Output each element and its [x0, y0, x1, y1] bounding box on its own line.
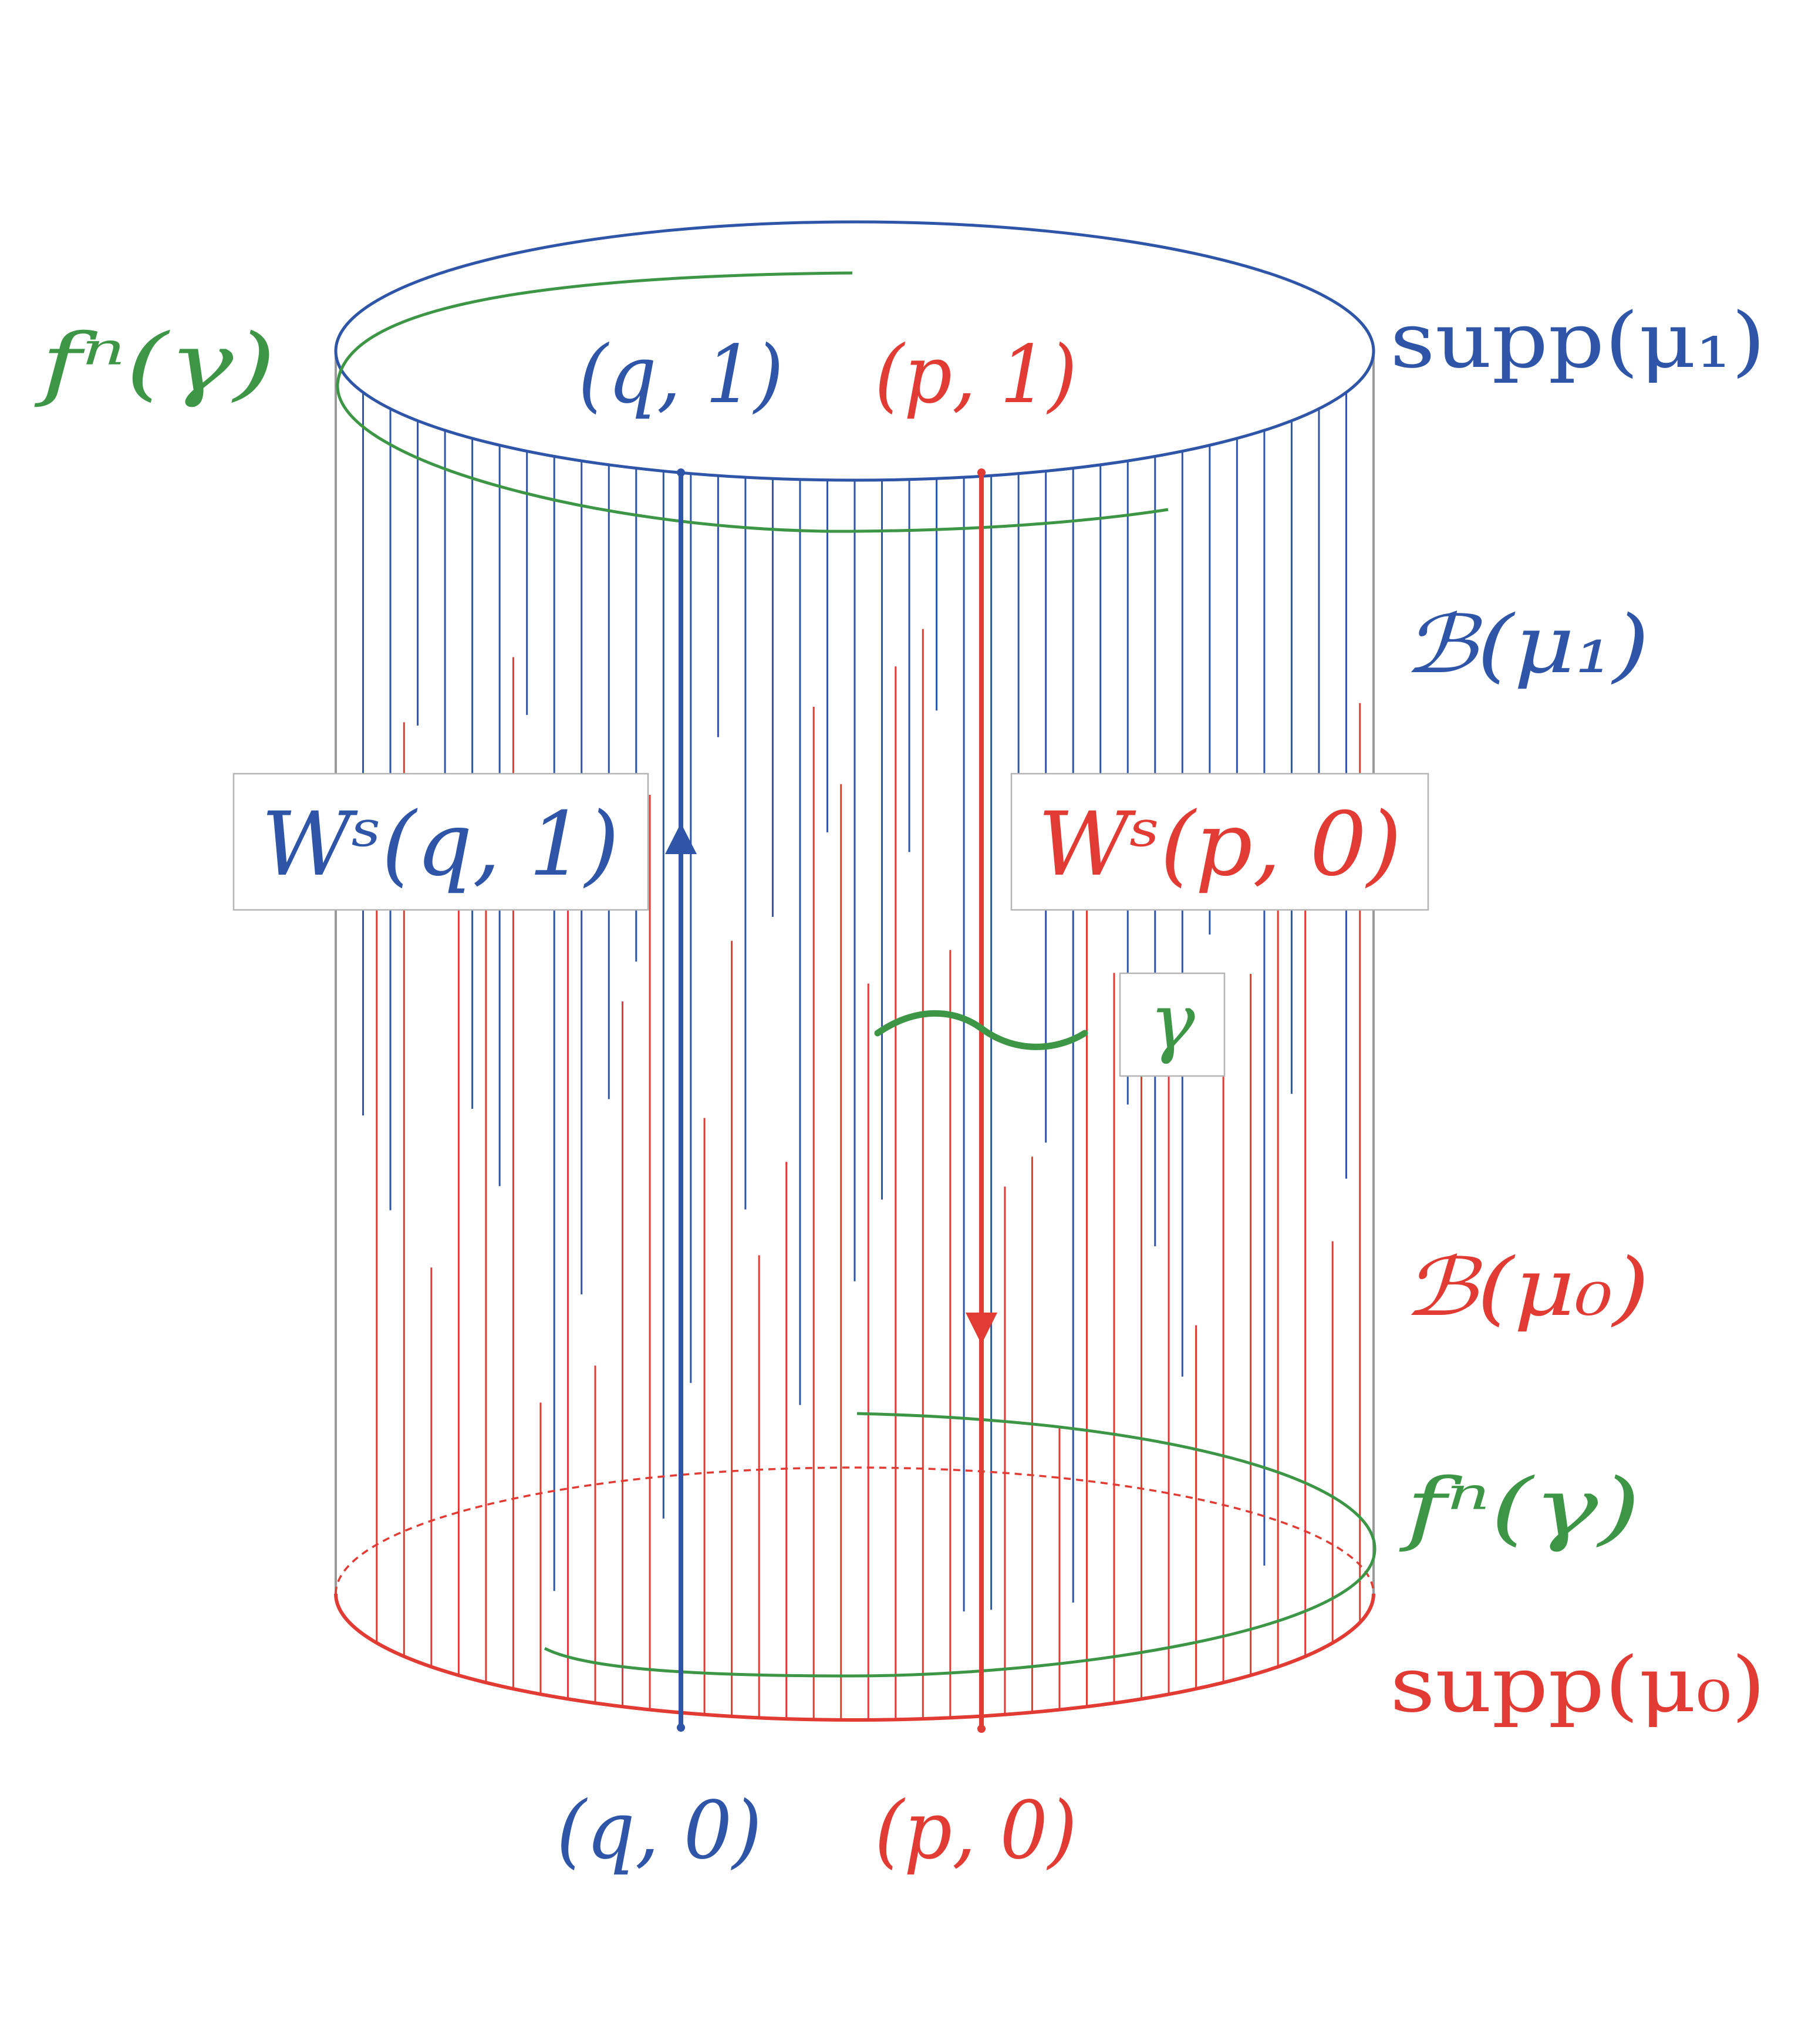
gamma-box: [1119, 972, 1226, 1077]
point-p1-label: (p, 1): [875, 329, 1077, 421]
point-q1-label: (q, 1): [578, 329, 784, 421]
basin-mu1-label: ℬ(μ₁): [1403, 599, 1649, 692]
stable-fibers-blue: [362, 392, 1347, 1612]
point-p1-dot: [977, 468, 986, 477]
supp-mu0-label: supp(μ₀): [1390, 1640, 1766, 1729]
top-ellipse: [334, 220, 1375, 482]
supp-mu1-label: supp(μ₁): [1390, 296, 1766, 385]
stable-fibers-red: [376, 629, 1361, 1720]
arrow-down-icon: [966, 1313, 997, 1344]
ws-q1-label: Wˢ(q, 1): [261, 794, 619, 896]
gamma-curve: [874, 1010, 1088, 1050]
bottom-ellipse-back: [335, 1466, 1375, 1594]
point-q0-label: (q, 0): [556, 1785, 762, 1877]
basin-mu0-label: ℬ(μ₀): [1403, 1242, 1649, 1334]
fn-gamma-bottom-label: fⁿ(γ): [1399, 1462, 1641, 1554]
fn-gamma-top-curve: [336, 271, 1169, 533]
fn-gamma-top-label: fⁿ(γ): [34, 317, 276, 410]
point-q0-dot: [677, 1723, 685, 1732]
ws-q1-box: [232, 773, 649, 911]
point-q1-dot: [677, 468, 685, 477]
bottom-ellipse-front: [334, 1593, 1375, 1722]
gamma-label: γ: [1149, 977, 1195, 1066]
arrow-up-icon: [665, 823, 697, 854]
ws-p0-box: [1010, 773, 1429, 911]
point-p0-label: (p, 0): [875, 1785, 1077, 1877]
fn-gamma-bottom-curve: [544, 1412, 1376, 1678]
point-p0-dot: [977, 1725, 986, 1733]
ws-p0-label: Wˢ(p, 0): [1038, 794, 1402, 896]
